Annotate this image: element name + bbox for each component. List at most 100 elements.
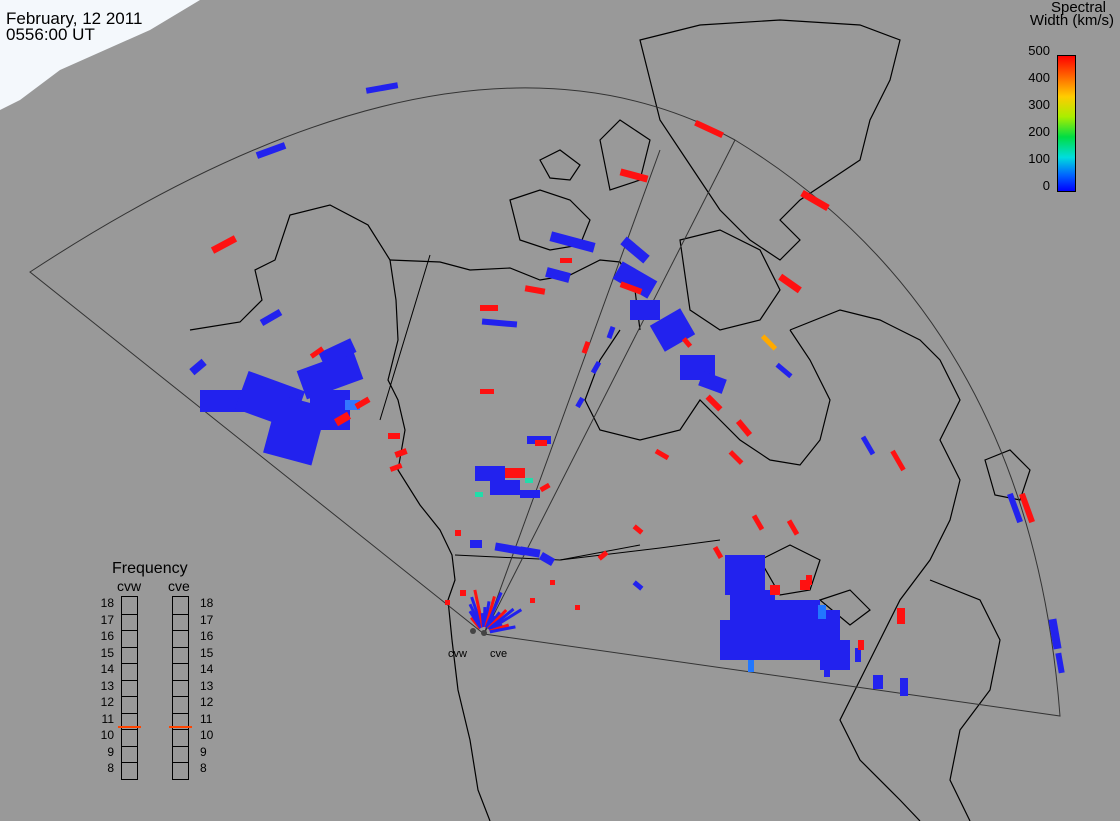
frequency-label-cvw: 15	[100, 645, 114, 660]
scatter-cell	[389, 463, 403, 472]
scatter-cell	[494, 542, 526, 556]
scatter-cell	[310, 390, 350, 430]
scatter-cell	[550, 580, 555, 585]
frequency-label-cve: 11	[200, 711, 213, 726]
frequency-marker-cvw	[118, 725, 141, 728]
scatter-cell	[473, 589, 485, 628]
scatter-cell	[309, 346, 325, 359]
colorbar-tick-400: 400	[1028, 70, 1050, 85]
frequency-label-cve: 18	[200, 596, 214, 610]
scatter-cell	[775, 362, 793, 379]
scatter-cell	[900, 678, 908, 696]
frequency-label-cvw: 9	[107, 744, 114, 759]
scatter-cell	[760, 334, 778, 351]
scatter-cell	[519, 546, 541, 558]
scatter-cell	[525, 478, 533, 483]
scatter-cell	[481, 318, 518, 328]
scatter-cell	[698, 371, 727, 394]
daylight-region	[0, 0, 200, 110]
borders	[379, 254, 721, 561]
scatter-cell	[255, 142, 287, 159]
colorbar-tick-200: 200	[1028, 124, 1050, 139]
scatter-cell	[1019, 492, 1035, 524]
scatter-cell	[705, 394, 723, 412]
scatter-cell	[334, 411, 351, 427]
frequency-label-cvw: 16	[100, 629, 114, 643]
scatter-cell	[620, 236, 650, 264]
frequency-column-cvw	[118, 596, 141, 780]
frequency-column-cve	[169, 596, 192, 780]
frequency-label-cvw: 18	[100, 596, 114, 610]
scatter-cell	[524, 285, 546, 295]
scatter-cell	[681, 337, 693, 348]
colorbar-title-line2: Width (km/s)	[1029, 12, 1114, 29]
frequency-label-cve: 17	[200, 612, 214, 627]
scatter-cell	[581, 341, 591, 354]
scatter-cell	[632, 580, 644, 591]
colorbar-tick-100: 100	[1028, 151, 1050, 166]
scatter-cell	[505, 468, 525, 478]
scatter-cell	[786, 519, 800, 536]
colorbar-tick-0: 0	[1042, 178, 1050, 193]
scatter-cell	[535, 440, 547, 446]
scatter-cell	[694, 119, 724, 139]
scatter-cell	[725, 555, 765, 595]
scatter-cell	[394, 448, 408, 458]
scatter-cell	[545, 267, 571, 283]
scatter-cell	[818, 605, 826, 619]
scatter-cell	[858, 640, 864, 650]
frequency-marker-cve	[169, 725, 192, 728]
scatter-cell	[778, 273, 802, 294]
scatter-cell	[632, 524, 644, 535]
frequency-label-cve: 16	[200, 629, 214, 643]
radar-label-cve: cve	[490, 648, 508, 660]
scatter-cell	[484, 591, 503, 629]
scatter-cell	[800, 580, 810, 590]
scatter-cell	[345, 400, 360, 410]
scatter-cell	[490, 480, 520, 495]
scatter-cell	[806, 575, 812, 585]
frequency-label-cvw: 8	[107, 761, 114, 775]
scatter-cell	[445, 600, 450, 605]
scatter-cell	[354, 396, 371, 410]
frequency-label-cvw: 14	[100, 662, 114, 676]
scatter-cell	[470, 540, 482, 548]
scatter-cell	[890, 449, 906, 472]
scatter-cell	[735, 419, 753, 437]
scatter-cell	[728, 450, 744, 465]
frequency-label-cvw: 13	[100, 678, 114, 693]
scatter-cell	[549, 231, 596, 253]
scatter-cell	[1007, 492, 1023, 524]
scatter-cell	[560, 258, 572, 263]
scatter-cell	[860, 435, 876, 456]
frequency-title: Frequency	[112, 560, 188, 577]
scatter-cell	[649, 308, 696, 352]
colorbar-tick-500: 500	[1028, 43, 1050, 58]
frequency-station-cvw: cvw	[117, 578, 142, 594]
scatter-cell	[296, 350, 364, 400]
frequency-label-cvw: 12	[100, 695, 114, 709]
scatter-cell	[824, 665, 830, 677]
frequency-label-cve: 12	[200, 695, 214, 709]
scatter-cell	[210, 235, 238, 254]
scatter-cell	[475, 466, 505, 481]
scatter-cell	[475, 492, 483, 497]
scatter-cell	[520, 490, 540, 498]
scatter-cell	[597, 550, 609, 561]
scatter-cell	[1055, 652, 1065, 674]
scatter-cell	[748, 660, 754, 672]
colorbar-tick-300: 300	[1028, 97, 1050, 112]
scatter-cell	[455, 530, 461, 536]
scatter-cell	[751, 514, 765, 531]
scatter-cell	[480, 389, 494, 394]
colorbar-title-line1: Spectral	[1050, 0, 1106, 16]
scatter-cell	[897, 608, 905, 624]
scatter-cell	[619, 168, 649, 183]
scatter-cell	[630, 300, 660, 320]
scatter-cell	[619, 281, 643, 295]
frequency-label-cve: 13	[200, 678, 214, 693]
scatter-cell	[488, 608, 523, 632]
colorbar	[1057, 55, 1076, 192]
scatter-cell	[318, 338, 357, 367]
